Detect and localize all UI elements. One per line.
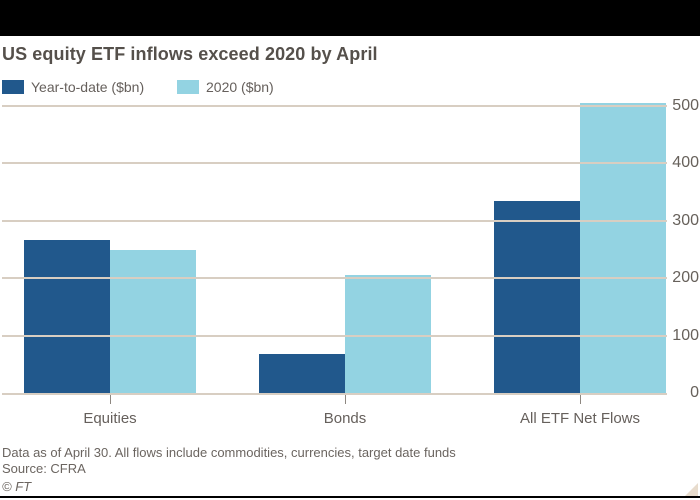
bottom-rule — [0, 496, 700, 498]
bar-2020-bonds — [345, 275, 431, 393]
y-tick-label: 200 — [672, 269, 699, 287]
bar-ytd-equities — [24, 239, 110, 393]
bar-2020-equities — [110, 249, 196, 393]
chart-title: US equity ETF inflows exceed 2020 by Apr… — [2, 44, 378, 64]
category-tick — [345, 395, 346, 404]
legend-item-ytd: Year-to-date ($bn) — [2, 79, 144, 95]
ft-copyright: © FT — [2, 479, 32, 494]
bar-ytd-bonds — [259, 353, 345, 393]
bar-ytd-all-etf-net-flows — [494, 201, 580, 393]
gridline — [2, 277, 667, 280]
category-tick — [580, 395, 581, 404]
category-label: Bonds — [323, 410, 367, 427]
y-tick-label: 500 — [672, 97, 699, 114]
gridline — [2, 162, 667, 165]
gridline — [2, 219, 667, 222]
gridline — [2, 334, 667, 337]
gridline — [2, 105, 667, 107]
y-tick-label: 0 — [690, 384, 699, 401]
x-axis-baseline — [2, 393, 667, 395]
source-credit: Source: CFRA — [2, 461, 86, 476]
legend-label-ytd: Year-to-date ($bn) — [31, 79, 145, 95]
legend-item-2020: 2020 ($bn) — [177, 79, 274, 95]
legend-label-2020: 2020 ($bn) — [206, 79, 274, 95]
bar-2020-all-etf-net-flows — [580, 103, 666, 393]
top-black-band — [0, 0, 700, 36]
legend-swatch-2020 — [177, 80, 199, 94]
category-tick — [110, 395, 111, 404]
footnote: Data as of April 30. All flows include c… — [2, 445, 456, 460]
y-tick-label: 100 — [672, 326, 699, 344]
corner-triangle-icon — [685, 483, 698, 496]
category-label: All ETF Net Flows — [519, 410, 640, 427]
category-label: Equities — [83, 410, 137, 427]
legend-swatch-ytd — [2, 80, 24, 94]
y-tick-label: 400 — [672, 154, 699, 172]
plot-area: 0 100 200 300 400 500 Equities Bonds All ETF Net… — [2, 97, 699, 427]
y-tick-label: 300 — [672, 211, 699, 229]
